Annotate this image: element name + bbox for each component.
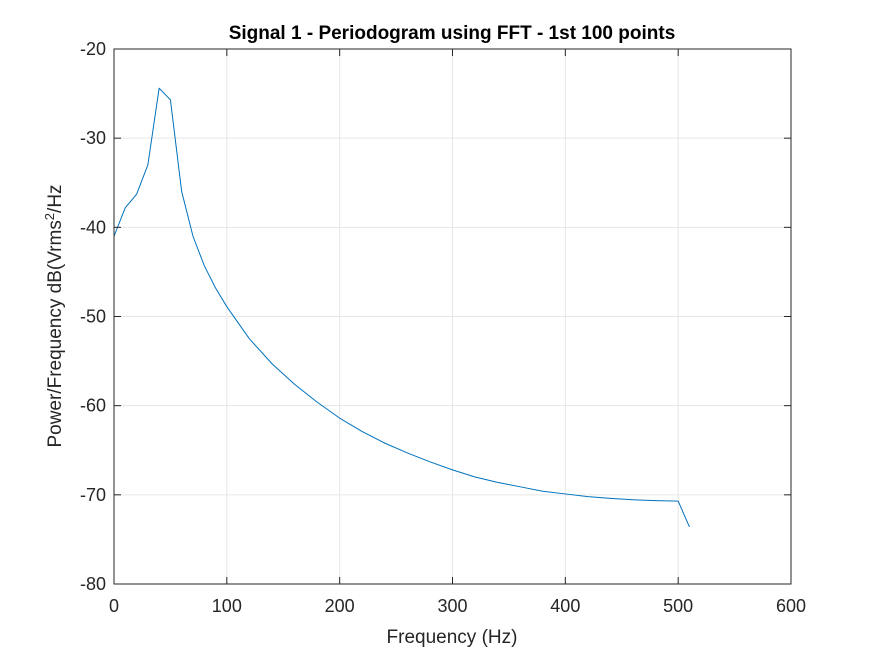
axes-layer bbox=[113, 48, 792, 585]
y-tick-label: -70 bbox=[80, 485, 106, 505]
y-tick-label: -30 bbox=[80, 128, 106, 148]
y-axis-label-unit: /Hz bbox=[45, 184, 66, 213]
chart-title: Signal 1 - Periodogram using FFT - 1st 1… bbox=[229, 23, 676, 44]
y-tick-label: -20 bbox=[80, 39, 106, 59]
x-tick-label: 100 bbox=[212, 596, 242, 616]
x-tick-label: 300 bbox=[437, 596, 467, 616]
x-tick-label: 200 bbox=[325, 596, 355, 616]
tick-labels: 0 100 200 300 400 500 600 -80 -70 -60 -50 -40 -30 -20 bbox=[80, 39, 806, 616]
y-axis-label-main: Power/Frequency dB(Vrms bbox=[45, 220, 66, 447]
y-axis-label-superscript: 2 bbox=[42, 213, 57, 220]
y-tick-label: -80 bbox=[80, 574, 106, 594]
y-tick-label: -60 bbox=[80, 396, 106, 416]
y-tick-label: -40 bbox=[80, 217, 106, 237]
x-axis-label: Frequency (Hz) bbox=[387, 627, 518, 648]
grid-layer bbox=[114, 49, 791, 584]
series-line-1 bbox=[113, 87, 690, 528]
y-tick-label: -50 bbox=[80, 307, 106, 327]
x-tick-label: 500 bbox=[663, 596, 693, 616]
x-tick-label: 600 bbox=[776, 596, 806, 616]
x-tick-label: 400 bbox=[550, 596, 580, 616]
x-tick-label: 0 bbox=[109, 596, 119, 616]
series-layer bbox=[113, 87, 690, 528]
y-axis-label: Power/Frequency dB(Vrms2/Hz bbox=[42, 184, 67, 447]
